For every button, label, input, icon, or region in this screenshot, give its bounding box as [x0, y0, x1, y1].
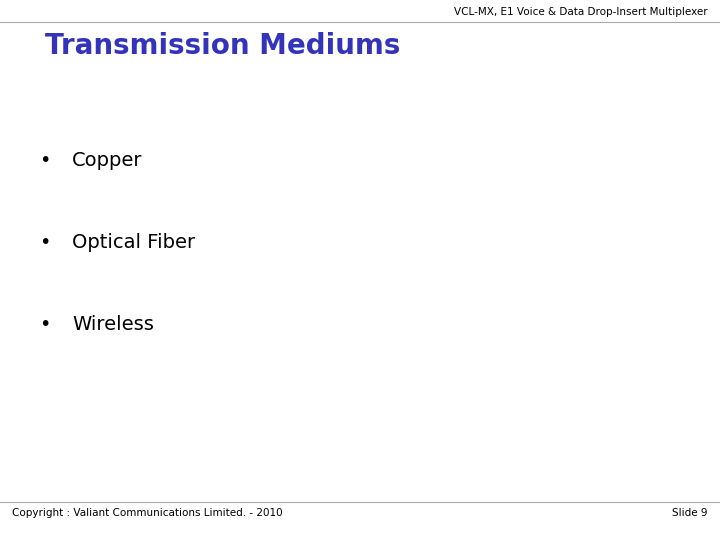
Text: Transmission Mediums: Transmission Mediums — [45, 32, 400, 60]
Text: Copyright : Valiant Communications Limited. - 2010: Copyright : Valiant Communications Limit… — [12, 508, 283, 518]
Text: Optical Fiber: Optical Fiber — [72, 233, 195, 252]
Text: •: • — [39, 314, 50, 334]
Text: •: • — [39, 151, 50, 170]
Text: Wireless: Wireless — [72, 314, 154, 334]
Text: VCL-MX, E1 Voice & Data Drop-Insert Multiplexer: VCL-MX, E1 Voice & Data Drop-Insert Mult… — [454, 7, 708, 17]
Text: Copper: Copper — [72, 151, 143, 170]
Text: •: • — [39, 233, 50, 252]
Text: Slide 9: Slide 9 — [672, 508, 708, 518]
